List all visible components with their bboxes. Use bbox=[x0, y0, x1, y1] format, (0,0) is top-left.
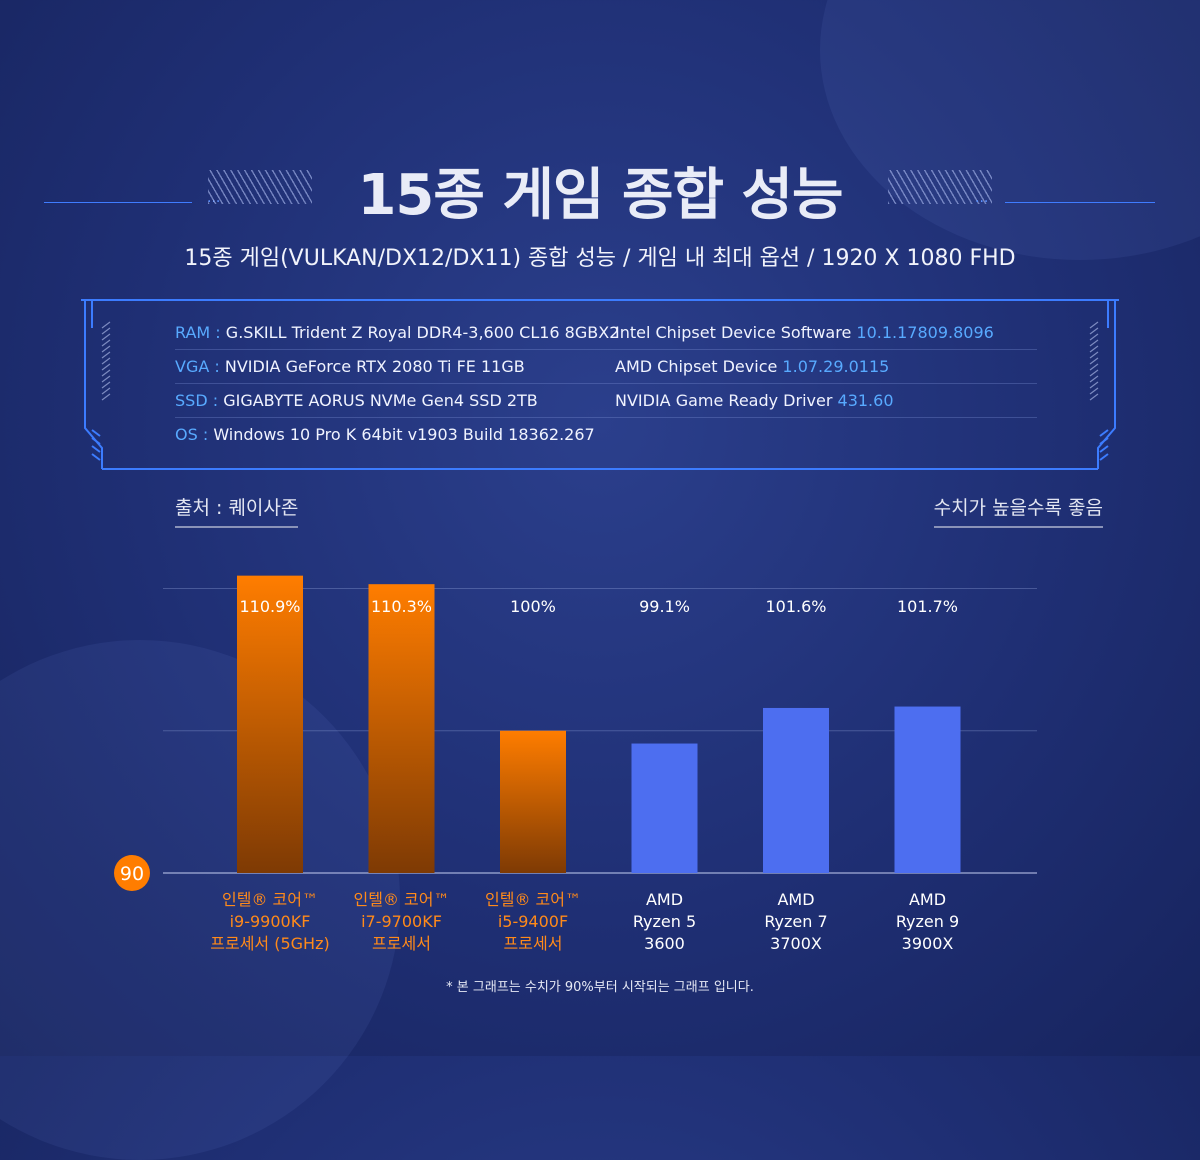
spec-value: Windows 10 Pro K 64bit v1903 Build 18362… bbox=[213, 425, 595, 444]
category-label-line: 프로세서 bbox=[504, 934, 563, 953]
driver-version: 10.1.17809.8096 bbox=[856, 323, 994, 342]
driver-label: Intel Chipset Device Software bbox=[615, 323, 852, 342]
footnote: * 본 그래프는 수치가 90%부터 시작되는 그래프 입니다. bbox=[446, 980, 754, 995]
category-label: AMD Ryzen 7 3700X bbox=[764, 890, 827, 953]
spec-panel-frame bbox=[81, 299, 1119, 470]
category-label-line: Ryzen 7 bbox=[764, 912, 827, 931]
baseline-label: 90 bbox=[120, 863, 144, 885]
category-label-line: 인텔® 코어™ bbox=[222, 890, 318, 909]
bar bbox=[894, 706, 961, 873]
value-label: 101.6% bbox=[765, 597, 826, 616]
category-label-line: 인텔® 코어™ bbox=[485, 890, 581, 909]
driver-version: 1.07.29.0115 bbox=[782, 357, 890, 376]
category-label-line: AMD bbox=[909, 890, 946, 909]
baseline-badge bbox=[114, 855, 150, 891]
bar bbox=[631, 743, 698, 873]
spec-row: SSD : GIGABYTE AORUS NVMe Gen4 SSD 2TB N… bbox=[175, 384, 1037, 418]
title-area: ... 15종 게임 종합 성능 ... bbox=[0, 150, 1200, 228]
spec-row: VGA : NVIDIA GeForce RTX 2080 Ti FE 11GB… bbox=[175, 350, 1037, 384]
category-label-line: 3600 bbox=[644, 934, 685, 953]
spec-value: G.SKILL Trident Z Royal DDR4-3,600 CL16 … bbox=[225, 323, 620, 342]
bar-chart: 90 110.9% 인텔® 코어™ i9-9900KF 프로세서 (5GHz) 110.3… bbox=[114, 575, 1037, 953]
category-label-line: Ryzen 9 bbox=[896, 912, 959, 931]
category-label: AMD Ryzen 5 3600 bbox=[633, 890, 696, 953]
driver-version: 431.60 bbox=[837, 391, 894, 410]
spec-key: OS : bbox=[175, 425, 209, 444]
category-label-line: i5-9400F bbox=[498, 912, 568, 931]
subtitle: 15종 게임(VULKAN/DX12/DX11) 종합 성능 / 게임 내 최대… bbox=[184, 246, 1016, 271]
driver-label: AMD Chipset Device bbox=[615, 357, 778, 376]
category-label: 인텔® 코어™ i7-9700KF 프로세서 bbox=[354, 890, 450, 953]
category-label-line: 인텔® 코어™ bbox=[354, 890, 450, 909]
title-hatch-left bbox=[208, 170, 312, 204]
category-label-line: i9-9900KF bbox=[230, 912, 311, 931]
category-label-line: i7-9700KF bbox=[361, 912, 442, 931]
page-title: 15종 게임 종합 성능 bbox=[357, 163, 843, 228]
category-label: 인텔® 코어™ i9-9900KF 프로세서 (5GHz) bbox=[210, 890, 329, 953]
spec-row: RAM : G.SKILL Trident Z Royal DDR4-3,600… bbox=[175, 316, 1037, 350]
source-label: 출처 : 퀘이사존 bbox=[175, 493, 299, 528]
value-label: 110.9% bbox=[239, 597, 300, 616]
spec-key: SSD : bbox=[175, 391, 219, 410]
title-line-right bbox=[1005, 202, 1155, 203]
spec-panel: RAM : G.SKILL Trident Z Royal DDR4-3,600… bbox=[80, 298, 1120, 470]
spec-value: NVIDIA GeForce RTX 2080 Ti FE 11GB bbox=[224, 357, 525, 376]
bar bbox=[500, 730, 566, 873]
value-label: 99.1% bbox=[639, 597, 690, 616]
category-label-line: AMD bbox=[646, 890, 683, 909]
category-label: 인텔® 코어™ i5-9400F 프로세서 bbox=[485, 890, 581, 953]
spec-table: RAM : G.SKILL Trident Z Royal DDR4-3,600… bbox=[175, 316, 1037, 451]
spec-key: VGA : bbox=[175, 357, 220, 376]
category-label: AMD Ryzen 9 3900X bbox=[896, 890, 959, 953]
higher-is-better-note: 수치가 높을수록 좋음 bbox=[933, 493, 1103, 528]
spec-row: OS : Windows 10 Pro K 64bit v1903 Build … bbox=[175, 418, 1037, 451]
title-line-left bbox=[44, 202, 192, 203]
spec-key: RAM : bbox=[175, 323, 221, 342]
bar bbox=[368, 584, 435, 873]
category-label-line: AMD bbox=[777, 890, 814, 909]
title-hatch-right bbox=[888, 170, 992, 204]
value-label: 100% bbox=[510, 597, 556, 616]
category-label-line: 3700X bbox=[770, 934, 822, 953]
driver-label: NVIDIA Game Ready Driver bbox=[615, 391, 833, 410]
category-label-line: 프로세서 bbox=[372, 934, 431, 953]
bar bbox=[237, 575, 303, 873]
category-label-line: Ryzen 5 bbox=[633, 912, 696, 931]
title-dots-right: ... bbox=[975, 190, 989, 206]
bar bbox=[763, 707, 829, 873]
value-label: 110.3% bbox=[371, 597, 432, 616]
category-label-line: 프로세서 (5GHz) bbox=[210, 934, 329, 953]
category-label-line: 3900X bbox=[902, 934, 954, 953]
value-label: 101.7% bbox=[897, 597, 958, 616]
spec-value: GIGABYTE AORUS NVMe Gen4 SSD 2TB bbox=[223, 391, 538, 410]
